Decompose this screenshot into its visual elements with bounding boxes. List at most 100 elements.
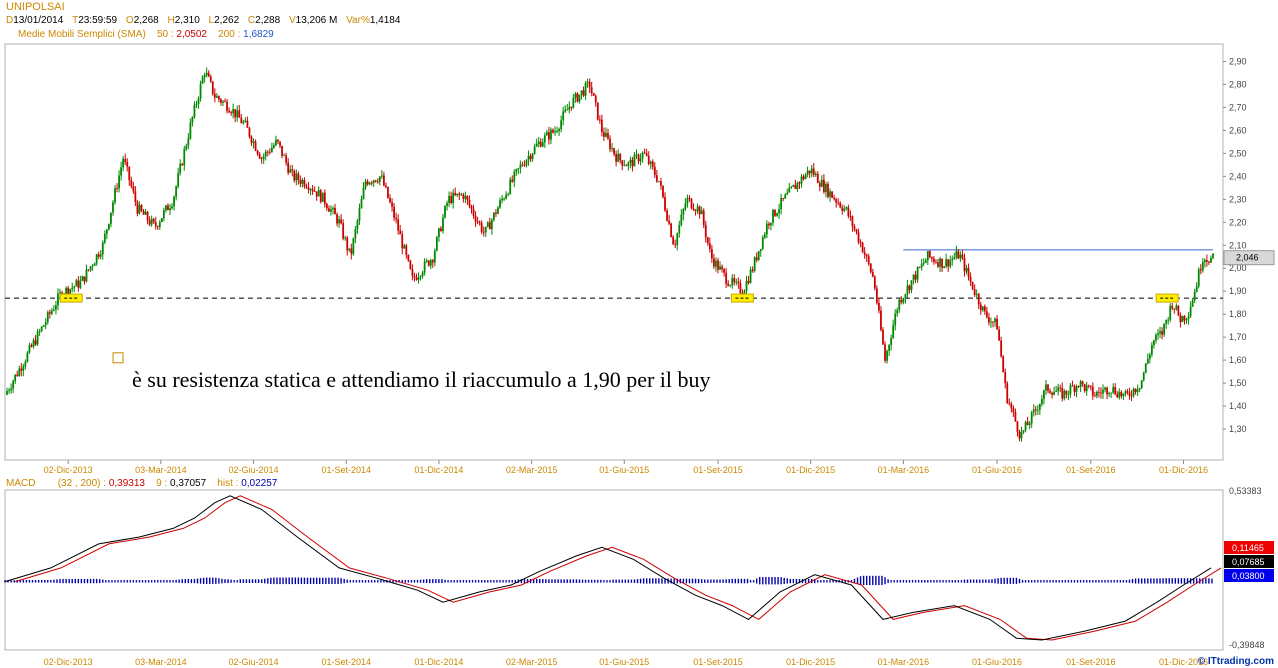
candle-body <box>884 344 886 361</box>
y-tick-label: 2,40 <box>1229 171 1247 181</box>
candle-body <box>1077 386 1080 387</box>
candle-body <box>666 210 668 221</box>
candle-body <box>20 368 23 371</box>
candle-body <box>590 87 593 93</box>
candle-body <box>211 81 214 94</box>
candle-body <box>460 194 463 196</box>
candle-body <box>906 285 909 295</box>
candle-body <box>154 222 157 227</box>
candle-body <box>873 276 876 289</box>
candle-body <box>419 276 422 278</box>
candle-body <box>309 189 312 190</box>
candle-body <box>649 161 652 164</box>
candle-body <box>757 251 760 260</box>
candle-body <box>761 237 764 250</box>
candle-body <box>183 149 186 166</box>
candle-body <box>450 195 453 204</box>
candle-body <box>189 122 192 139</box>
candle-body <box>122 158 125 168</box>
candle-body <box>871 272 874 277</box>
candle-body <box>572 97 575 108</box>
candle-body <box>91 265 94 267</box>
candle-body <box>488 222 491 230</box>
candle-body <box>916 267 919 280</box>
candle-body <box>814 173 817 176</box>
candle-body <box>625 165 628 167</box>
candle-body <box>849 216 852 217</box>
candle-body <box>926 251 929 261</box>
candle-body <box>818 183 821 187</box>
candle-body <box>234 109 237 118</box>
candle-body <box>990 321 992 323</box>
candle-body <box>79 280 82 288</box>
candle-body <box>228 110 230 113</box>
candle-body <box>317 190 320 197</box>
candle-body <box>374 180 377 182</box>
ohlc-key: C <box>247 15 256 26</box>
ohlc-key: L <box>208 15 215 26</box>
candle-body <box>1091 386 1094 396</box>
candle-body <box>1047 384 1049 391</box>
candle-body <box>175 186 178 197</box>
candle-body <box>582 90 585 96</box>
candle-body <box>423 261 426 273</box>
candle-body <box>490 219 493 230</box>
candle-body <box>1026 421 1029 426</box>
candle-body <box>486 222 489 227</box>
candle-body <box>780 198 783 210</box>
candle-body <box>1081 381 1084 385</box>
candle-body <box>279 141 281 146</box>
candle-body <box>833 197 835 200</box>
candle-body <box>529 155 532 160</box>
candle-body <box>281 145 283 156</box>
sma50-value: 2,0502 <box>176 29 207 40</box>
candle-body <box>580 90 583 95</box>
candle-body <box>222 101 224 103</box>
macd-x-tick-label: 01-Giu-2016 <box>972 657 1022 667</box>
candle-body <box>1148 354 1151 359</box>
candle-body <box>1171 305 1174 309</box>
candle-body <box>6 391 8 395</box>
candle-body <box>173 196 175 207</box>
candle-body <box>87 269 90 271</box>
candle-body <box>350 248 353 254</box>
candle-body <box>894 313 897 326</box>
y-tick-label: 2,70 <box>1229 102 1247 112</box>
candle-body <box>435 237 438 251</box>
candle-body <box>533 146 536 154</box>
candle-body <box>794 185 797 190</box>
macd-x-tick-label: 01-Dic-2014 <box>414 657 463 667</box>
candle-body <box>303 179 306 187</box>
candle-body <box>941 258 943 268</box>
candle-body <box>655 175 658 182</box>
candle-body <box>14 374 17 382</box>
candle-body <box>399 230 402 235</box>
candle-body <box>213 93 216 98</box>
candle-body <box>366 181 369 185</box>
macd-panel-frame <box>4 489 1224 651</box>
candle-body <box>898 299 901 310</box>
candle-body <box>682 209 685 215</box>
candle-body <box>721 266 723 270</box>
candle-body <box>438 228 440 238</box>
y-tick-label: 1,70 <box>1229 332 1247 342</box>
candle-body <box>768 223 770 226</box>
candle-body <box>737 281 740 284</box>
candle-body <box>515 169 518 172</box>
candle-body <box>574 93 577 98</box>
candle-body <box>1195 286 1198 292</box>
candle-body <box>792 185 795 187</box>
candle-body <box>975 293 978 295</box>
candle-body <box>957 251 960 259</box>
y-tick-label: 1,30 <box>1229 424 1247 434</box>
candle-body <box>643 152 646 154</box>
y-tick-label: 2,60 <box>1229 125 1247 135</box>
candle-body <box>24 361 27 367</box>
candle-body <box>503 198 505 200</box>
candle-body <box>389 197 391 203</box>
candle-body <box>621 160 624 166</box>
candle-body <box>372 180 375 183</box>
candle-body <box>586 81 589 84</box>
candle-body <box>1079 381 1082 387</box>
candle-body <box>10 388 13 391</box>
